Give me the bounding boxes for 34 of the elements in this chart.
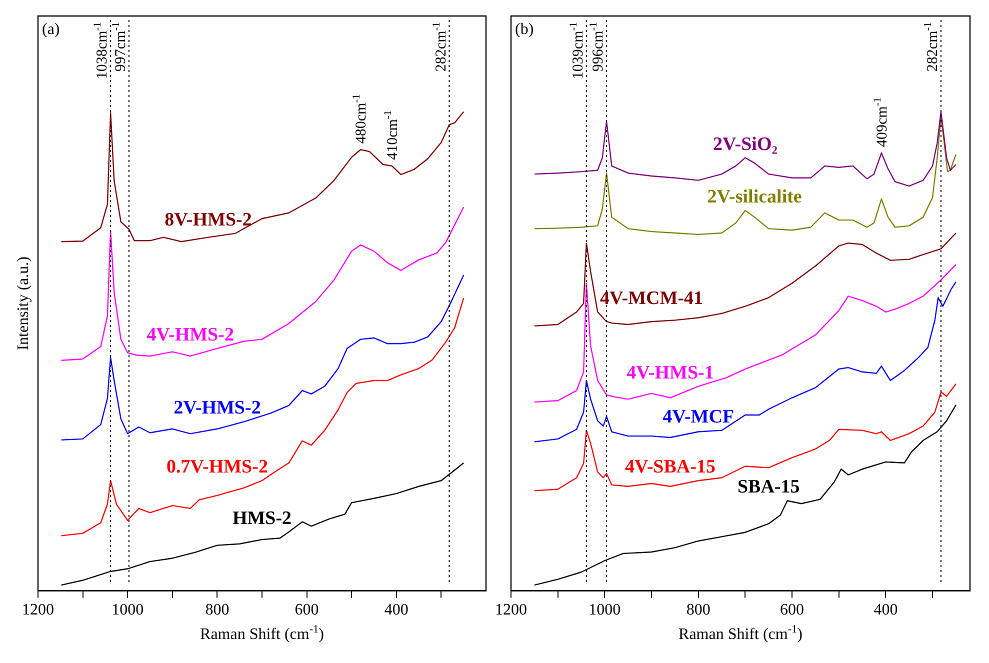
ref-line-label: 1038cm-1: [92, 22, 111, 80]
x-tick-label: 600: [294, 602, 319, 619]
series-label: 8V-HMS-2: [164, 209, 252, 230]
ref-line-label: 282cm-1: [922, 22, 941, 72]
x-tick-label: 1200: [495, 602, 527, 619]
series-label: 4V-SBA-15: [625, 456, 716, 478]
x-tick-label: 400: [874, 602, 898, 619]
series-label: HMS-2: [232, 508, 292, 529]
series-label: 2V-silicalite: [707, 186, 802, 208]
y-axis-title: Intensity (a.u.): [15, 256, 32, 350]
x-tick-label: 400: [384, 602, 408, 619]
ref-line-label: 996cm-1: [588, 22, 607, 72]
ref-line-label: 282cm-1: [431, 22, 450, 72]
series-label: 0.7V-HMS-2: [166, 456, 268, 478]
ref-line-label: 1039cm-1: [568, 22, 586, 80]
annotation: 409cm-1: [872, 97, 890, 147]
x-tick-label: 600: [780, 602, 804, 619]
x-tick-label: 800: [686, 602, 710, 619]
x-tick-label: 1200: [22, 602, 54, 619]
annotation: 410cm-1: [382, 110, 401, 160]
series-label: 4V-HMS-1: [626, 362, 714, 384]
ref-line-label: 997cm-1: [110, 22, 129, 72]
series-label: 4V-MCF: [662, 406, 734, 428]
x-tick-label: 1000: [588, 602, 621, 619]
x-tick-label: 1000: [112, 602, 144, 619]
chart-title: (b): [515, 21, 534, 38]
x-tick-label: 800: [205, 602, 230, 619]
chart-title: (a): [42, 21, 60, 38]
series-label: 4V-MCM-41: [600, 288, 704, 310]
annotation: 480cm-1: [352, 94, 370, 144]
series-label: 2V-HMS-2: [174, 398, 261, 419]
series-label: 4V-HMS-2: [146, 324, 234, 346]
series-label: 2V-SiO₂: [712, 134, 778, 155]
series-label: SBA-15: [737, 476, 800, 498]
